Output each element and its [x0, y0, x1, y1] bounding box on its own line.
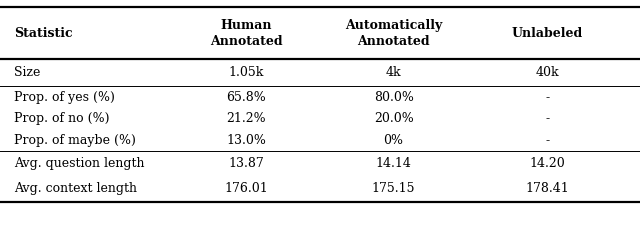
- Text: -: -: [545, 134, 549, 147]
- Text: 1.05k: 1.05k: [228, 66, 264, 79]
- Text: Prop. of yes (%): Prop. of yes (%): [14, 91, 115, 104]
- Text: Avg. context length: Avg. context length: [14, 182, 137, 196]
- Text: Statistic: Statistic: [14, 26, 73, 40]
- Text: 175.15: 175.15: [372, 182, 415, 196]
- Text: 178.41: 178.41: [525, 182, 569, 196]
- Text: 14.20: 14.20: [529, 157, 565, 170]
- Text: -: -: [545, 112, 549, 125]
- Text: 21.2%: 21.2%: [227, 112, 266, 125]
- Text: 4k: 4k: [386, 66, 401, 79]
- Text: 40k: 40k: [536, 66, 559, 79]
- Text: -: -: [545, 91, 549, 104]
- Text: Avg. question length: Avg. question length: [14, 157, 145, 170]
- Text: 65.8%: 65.8%: [227, 91, 266, 104]
- Text: Size: Size: [14, 66, 40, 79]
- Text: 80.0%: 80.0%: [374, 91, 413, 104]
- Text: Prop. of no (%): Prop. of no (%): [14, 112, 109, 125]
- Text: Unlabeled: Unlabeled: [511, 26, 583, 40]
- Text: Human
Annotated: Human Annotated: [210, 18, 283, 48]
- Text: Automatically
Annotated: Automatically Annotated: [345, 18, 442, 48]
- Text: 0%: 0%: [383, 134, 404, 147]
- Text: 14.14: 14.14: [376, 157, 412, 170]
- Text: 13.87: 13.87: [228, 157, 264, 170]
- Text: 13.0%: 13.0%: [227, 134, 266, 147]
- Text: 20.0%: 20.0%: [374, 112, 413, 125]
- Text: 176.01: 176.01: [225, 182, 268, 196]
- Text: Prop. of maybe (%): Prop. of maybe (%): [14, 134, 136, 147]
